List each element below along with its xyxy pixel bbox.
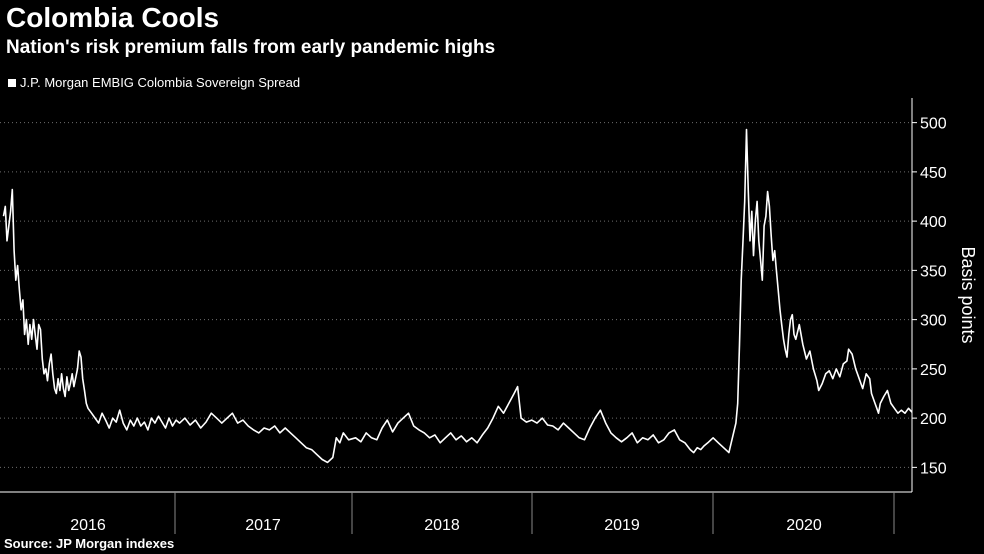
series-group <box>2 128 913 464</box>
y-tick-label: 200 <box>920 411 947 428</box>
y-tick-label: 300 <box>920 313 947 330</box>
gridlines <box>0 122 912 468</box>
series-line <box>2 128 913 464</box>
source-note: Source: JP Morgan indexes <box>4 536 175 551</box>
legend-label: J.P. Morgan EMBIG Colombia Sovereign Spr… <box>20 75 301 90</box>
y-tick-label: 400 <box>920 214 947 231</box>
x-tick-label: 2017 <box>245 517 281 534</box>
x-tick-label: 2016 <box>70 517 106 534</box>
x-axis: 2016 2017 2018 2019 2020 <box>0 491 912 534</box>
y-tick-label: 250 <box>920 362 947 379</box>
legend-swatch <box>8 78 16 87</box>
y-tick-label: 450 <box>920 165 947 182</box>
chart-title: Colombia Cools <box>6 2 220 33</box>
y-axis: 150 200 250 300 350 400 450 500 <box>911 98 947 492</box>
y-tick-label: 500 <box>920 116 947 133</box>
x-tick-label: 2018 <box>424 517 460 534</box>
x-tick-label: 2019 <box>604 517 640 534</box>
legend: J.P. Morgan EMBIG Colombia Sovereign Spr… <box>8 75 300 90</box>
y-tick-label: 150 <box>920 460 947 477</box>
y-axis-title: Basis points <box>958 246 978 343</box>
y-tick-label: 350 <box>920 263 947 280</box>
chart-subtitle: Nation's risk premium falls from early p… <box>6 37 496 58</box>
x-tick-label: 2020 <box>786 517 822 534</box>
